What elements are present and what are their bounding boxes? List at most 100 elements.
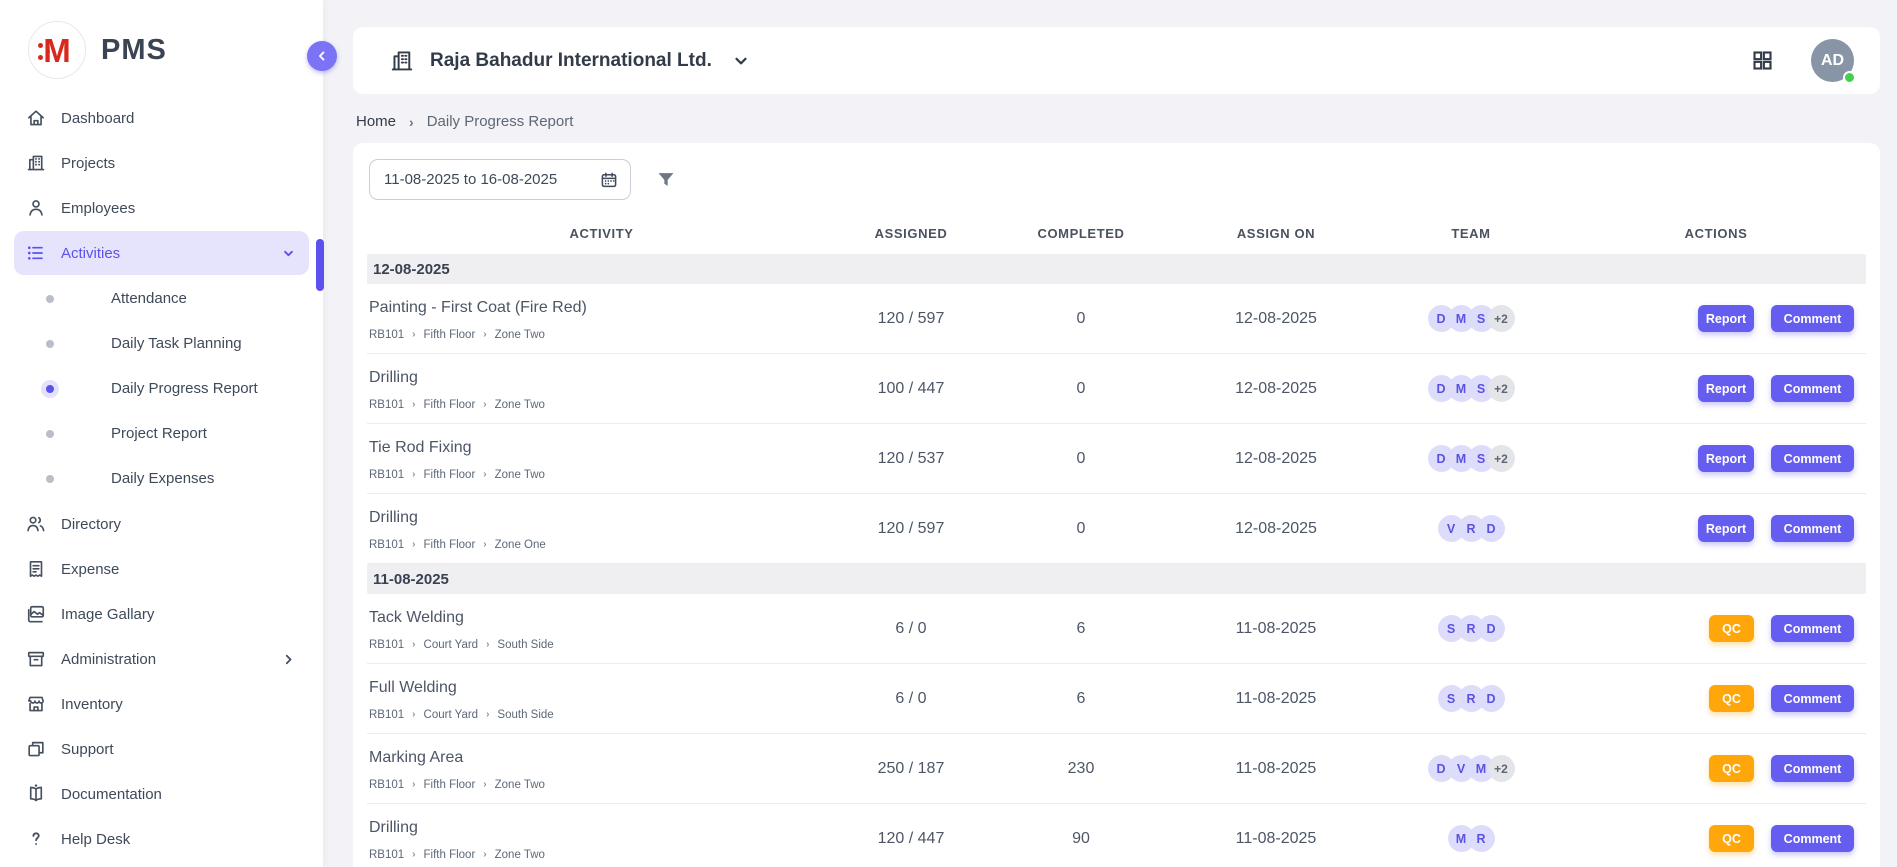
chevron-right-icon: ›: [412, 469, 415, 480]
sidebar-item-support[interactable]: Support: [14, 727, 309, 771]
sidebar-subitem-daily-progress-report[interactable]: Daily Progress Report: [0, 366, 323, 411]
sidebar: M PMS DashboardProjectsEmployeesActiviti…: [0, 0, 323, 867]
sidebar-item-inventory[interactable]: Inventory: [14, 682, 309, 726]
path-segment: RB101: [369, 779, 404, 791]
comment-button[interactable]: Comment: [1771, 755, 1854, 782]
sidebar-item-label: Directory: [61, 516, 297, 533]
team-extra-badge[interactable]: +2: [1488, 375, 1515, 402]
report-button[interactable]: Report: [1698, 305, 1754, 332]
chevron-left-icon: [314, 48, 330, 64]
sidebar-subitem-daily-expenses[interactable]: Daily Expenses: [0, 456, 323, 501]
activity-cell: Marking AreaRB101›Fifth Floor›Zone Two: [367, 747, 836, 791]
qc-button[interactable]: QC: [1709, 755, 1754, 782]
book-icon: [25, 783, 47, 805]
path-segment: Court Yard: [424, 709, 479, 721]
comment-button[interactable]: Comment: [1771, 615, 1854, 642]
sidebar-item-administration[interactable]: Administration: [14, 637, 309, 681]
qc-button[interactable]: QC: [1709, 685, 1754, 712]
activity-title: Marking Area: [369, 749, 836, 767]
sidebar-item-label: Projects: [61, 155, 297, 172]
path-segment: RB101: [369, 329, 404, 341]
company-selector[interactable]: Raja Bahadur International Ltd.: [389, 48, 751, 74]
comment-button[interactable]: Comment: [1771, 375, 1854, 402]
sidebar-item-projects[interactable]: Projects: [14, 141, 309, 185]
sidebar-subitem-attendance[interactable]: Attendance: [0, 276, 323, 321]
actions-cell: QC Comment: [1566, 685, 1866, 712]
sidebar-subitem-daily-task-planning[interactable]: Daily Task Planning: [0, 321, 323, 366]
qc-button[interactable]: QC: [1709, 615, 1754, 642]
sidebar-item-expense[interactable]: Expense: [14, 547, 309, 591]
team-extra-badge[interactable]: +2: [1488, 445, 1515, 472]
user-avatar[interactable]: AD: [1811, 39, 1854, 82]
team-member-badge[interactable]: D: [1478, 685, 1505, 712]
team-member-badge[interactable]: D: [1478, 615, 1505, 642]
path-segment: Fifth Floor: [424, 329, 476, 341]
sidebar-item-dashboard[interactable]: Dashboard: [14, 96, 309, 140]
sidebar-subitem-project-report[interactable]: Project Report: [0, 411, 323, 456]
report-button[interactable]: Report: [1698, 445, 1754, 472]
table-row: DrillingRB101›Fifth Floor›Zone Two120 / …: [367, 804, 1866, 867]
comment-button[interactable]: Comment: [1771, 515, 1854, 542]
sidebar-item-employees[interactable]: Employees: [14, 186, 309, 230]
team-extra-badge[interactable]: +2: [1488, 305, 1515, 332]
activity-cell: DrillingRB101›Fifth Floor›Zone Two: [367, 367, 836, 411]
chevron-right-icon: ›: [412, 779, 415, 790]
path-segment: South Side: [497, 639, 553, 651]
breadcrumb-current: Daily Progress Report: [427, 113, 574, 130]
chevron-right-icon: ›: [483, 849, 486, 860]
sidebar-item-label: Image Gallary: [61, 606, 297, 623]
assign-on-date: 11-08-2025: [1176, 760, 1376, 778]
report-button[interactable]: Report: [1698, 515, 1754, 542]
comment-button[interactable]: Comment: [1771, 685, 1854, 712]
activity-location-path: RB101›Fifth Floor›Zone Two: [369, 329, 836, 341]
actions-cell: Report Comment: [1566, 445, 1866, 472]
sidebar-item-activities[interactable]: Activities: [14, 231, 309, 275]
activity-title: Tack Welding: [369, 609, 836, 627]
team-member-badge[interactable]: D: [1478, 515, 1505, 542]
breadcrumb: Home › Daily Progress Report: [356, 113, 1880, 130]
report-button[interactable]: Report: [1698, 375, 1754, 402]
chevron-right-icon: ›: [412, 849, 415, 860]
apps-grid-icon[interactable]: [1750, 48, 1775, 73]
image-icon: [25, 603, 47, 625]
logo-icon: M: [28, 21, 86, 79]
activity-title: Drilling: [369, 369, 836, 387]
completed-value: 90: [986, 830, 1176, 848]
qc-button[interactable]: QC: [1709, 825, 1754, 852]
path-segment: Court Yard: [424, 639, 479, 651]
filter-icon[interactable]: [655, 169, 677, 191]
activity-location-path: RB101›Court Yard›South Side: [369, 639, 836, 651]
building-icon: [389, 48, 415, 74]
path-segment: RB101: [369, 469, 404, 481]
chevron-right-icon: ›: [486, 709, 489, 720]
sidebar-collapse-button[interactable]: [307, 41, 337, 71]
sidebar-item-documentation[interactable]: Documentation: [14, 772, 309, 816]
team-cell: DMS+2: [1376, 445, 1566, 472]
sidebar-item-directory[interactable]: Directory: [14, 502, 309, 546]
chevron-right-icon: ›: [412, 639, 415, 650]
date-range-value: 11-08-2025 to 16-08-2025: [384, 171, 557, 188]
actions-cell: Report Comment: [1566, 305, 1866, 332]
chevron-right-icon: ›: [412, 709, 415, 720]
sidebar-item-help-desk[interactable]: Help Desk: [14, 817, 309, 861]
chevron-right-icon: ›: [412, 399, 415, 410]
activity-title: Drilling: [369, 819, 836, 837]
team-extra-badge[interactable]: +2: [1488, 755, 1515, 782]
completed-value: 0: [986, 450, 1176, 468]
home-icon: [25, 107, 47, 129]
comment-button[interactable]: Comment: [1771, 825, 1854, 852]
breadcrumb-home[interactable]: Home: [356, 113, 396, 130]
path-segment: South Side: [497, 709, 553, 721]
table-row: Full WeldingRB101›Court Yard›South Side6…: [367, 664, 1866, 734]
activity-location-path: RB101›Fifth Floor›Zone Two: [369, 469, 836, 481]
date-range-input[interactable]: 11-08-2025 to 16-08-2025: [369, 159, 631, 200]
path-segment: Zone One: [495, 539, 546, 551]
column-header-team: TEAM: [1376, 226, 1566, 241]
comment-button[interactable]: Comment: [1771, 445, 1854, 472]
sidebar-item-image-gallary[interactable]: Image Gallary: [14, 592, 309, 636]
column-header-completed: COMPLETED: [986, 226, 1176, 241]
topbar: Raja Bahadur International Ltd. AD: [353, 27, 1880, 94]
activity-cell: DrillingRB101›Fifth Floor›Zone One: [367, 507, 836, 551]
team-member-badge[interactable]: R: [1468, 825, 1495, 852]
comment-button[interactable]: Comment: [1771, 305, 1854, 332]
